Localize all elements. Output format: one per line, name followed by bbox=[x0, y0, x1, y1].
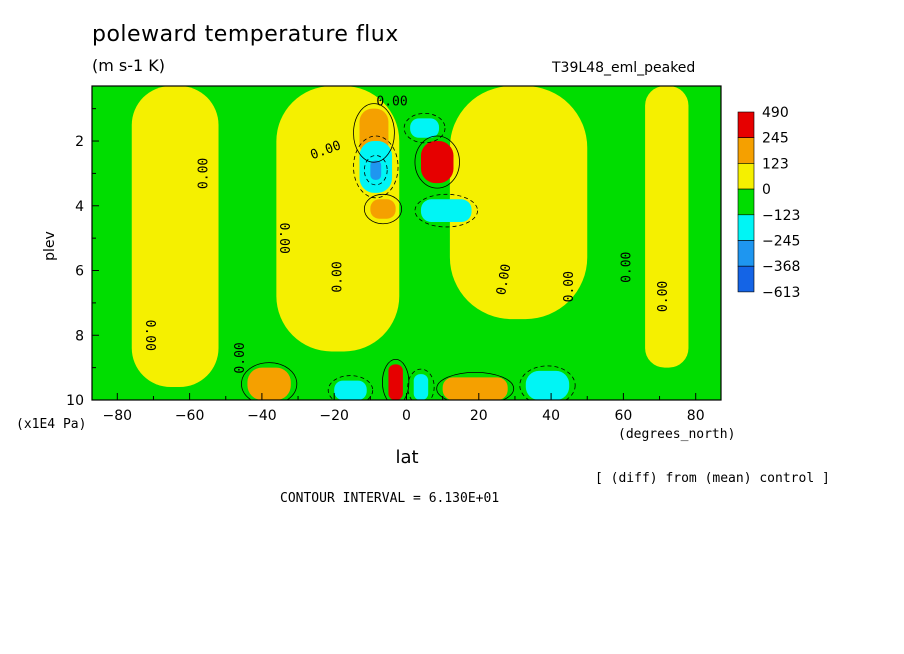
region-11 bbox=[420, 199, 472, 222]
contour-field bbox=[92, 86, 721, 400]
contour-5 bbox=[363, 193, 403, 225]
colorbar-label: −245 bbox=[762, 234, 800, 250]
colorbar-swatch bbox=[737, 265, 755, 293]
contour-label: 0.00 bbox=[494, 263, 514, 296]
colorbar-swatch bbox=[737, 111, 755, 139]
colorbar: 490 245 123 0 −123 −245 −368 −613 bbox=[737, 105, 800, 301]
x-tick-label: −40 bbox=[247, 408, 277, 424]
x-tick-label: 0 bbox=[402, 408, 411, 424]
contour-6 bbox=[241, 362, 298, 400]
region-7 bbox=[442, 377, 508, 400]
colorbar-label: −613 bbox=[762, 285, 800, 301]
x-tick-label: 20 bbox=[470, 408, 488, 424]
region-9 bbox=[388, 364, 403, 400]
contour-15 bbox=[407, 368, 435, 400]
contour-label: 0.00 bbox=[620, 252, 635, 283]
region-6 bbox=[247, 367, 291, 400]
region-5 bbox=[370, 199, 396, 219]
chart-title: poleward temperature flux bbox=[92, 22, 399, 47]
region-3 bbox=[645, 86, 689, 368]
x-tick-label: −60 bbox=[175, 408, 205, 424]
contour-7 bbox=[436, 371, 515, 400]
y-tick-label: 6 bbox=[75, 264, 84, 280]
region-2 bbox=[449, 86, 588, 320]
contour-label: 0.00 bbox=[197, 158, 212, 189]
x-tick-label: 40 bbox=[542, 408, 560, 424]
contour-label: 0.00 bbox=[276, 222, 291, 253]
colorbar-swatch bbox=[737, 214, 755, 241]
y-tick-label: 10 bbox=[66, 393, 84, 409]
contour-10 bbox=[353, 135, 399, 199]
contour-label: 0.00 bbox=[142, 320, 157, 351]
contour-label: 0.00 bbox=[562, 271, 577, 302]
contour-8 bbox=[414, 135, 460, 189]
contour-interval: CONTOUR INTERVAL = 6.130E+01 bbox=[280, 491, 499, 506]
x-tick-label: −80 bbox=[103, 408, 133, 424]
y-tick-label: 8 bbox=[75, 328, 84, 344]
difference-note: [ (diff) from (mean) control ] bbox=[595, 471, 830, 486]
contour-4 bbox=[353, 103, 395, 163]
colorbar-swatch bbox=[737, 137, 755, 164]
region-14 bbox=[525, 370, 570, 400]
region-13 bbox=[334, 380, 367, 400]
colorbar-label: 123 bbox=[762, 156, 789, 172]
colorbar-label: −368 bbox=[762, 259, 800, 275]
x-tick-label: 80 bbox=[687, 408, 705, 424]
colorbar-swatch bbox=[737, 163, 755, 190]
contour-12 bbox=[403, 112, 446, 144]
y-tick-label: 4 bbox=[75, 199, 84, 215]
contour-9 bbox=[382, 358, 410, 400]
contour-13 bbox=[327, 375, 374, 400]
region-12 bbox=[410, 118, 440, 138]
colorbar-swatch bbox=[737, 240, 755, 267]
colorbar-label: 0 bbox=[762, 182, 771, 198]
contour-label: 0.00 bbox=[376, 94, 407, 109]
contour-label: 0.00 bbox=[330, 261, 345, 292]
y-axis-label: plev bbox=[42, 231, 58, 261]
x-tick-label: −20 bbox=[319, 408, 349, 424]
colorbar-label: 490 bbox=[762, 105, 789, 121]
region-16 bbox=[370, 160, 382, 180]
colorbar-label: 245 bbox=[762, 131, 789, 147]
contour-11 bbox=[414, 193, 478, 228]
y-tick-label: 2 bbox=[75, 134, 84, 150]
y-unit-label: (x1E4 Pa) bbox=[16, 417, 86, 432]
region-8 bbox=[420, 141, 454, 184]
region-0 bbox=[131, 86, 219, 388]
chart-units: (m s-1 K) bbox=[92, 56, 166, 75]
contour-label: 0.00 bbox=[233, 342, 248, 373]
x-unit-label: (degrees_north) bbox=[618, 427, 735, 442]
colorbar-label: −123 bbox=[762, 208, 800, 224]
x-tick-label: 60 bbox=[614, 408, 632, 424]
contour-14 bbox=[519, 365, 576, 400]
contour-16 bbox=[363, 155, 388, 186]
run-label: T39L48_eml_peaked bbox=[552, 60, 696, 76]
region-15 bbox=[413, 374, 429, 400]
colorbar-swatch bbox=[737, 188, 755, 216]
x-axis-label: lat bbox=[395, 447, 418, 468]
contour-label: 0.00 bbox=[656, 281, 671, 312]
